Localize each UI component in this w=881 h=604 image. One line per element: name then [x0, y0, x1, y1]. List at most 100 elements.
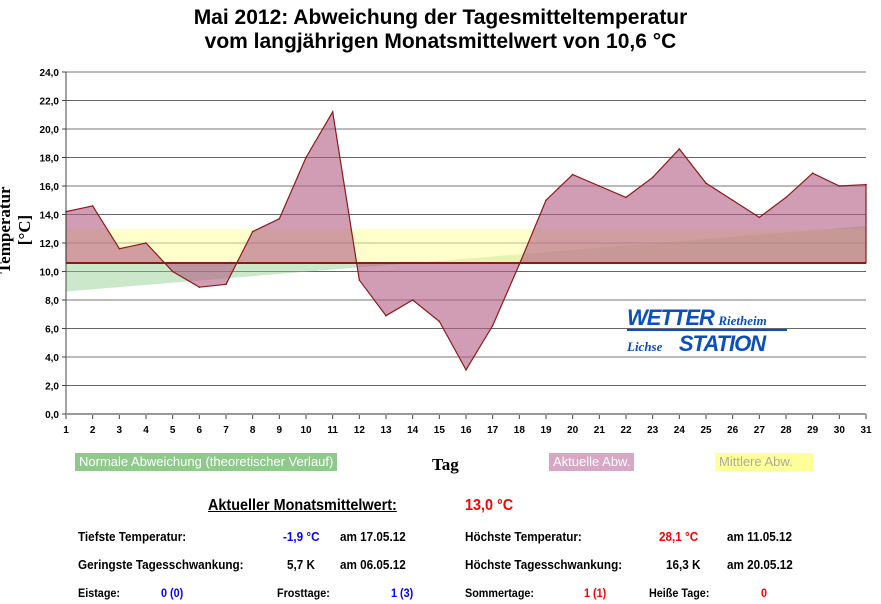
y-tick-label: 16,0 — [40, 182, 60, 193]
x-tick-label: 28 — [780, 425, 792, 436]
hot-days-label: Heiße Tage: — [649, 586, 710, 600]
data-point — [331, 111, 334, 113]
min-range-date: am 06.05.12 — [340, 557, 406, 572]
max-range-value: 16,3 K — [666, 557, 701, 572]
x-tick-label: 21 — [594, 425, 606, 436]
data-point — [438, 320, 441, 323]
data-point — [171, 270, 174, 273]
data-point — [865, 183, 867, 186]
x-tick-label: 4 — [143, 425, 149, 436]
x-tick-label: 10 — [300, 425, 312, 436]
max-range-label: Höchste Tagesschwankung: — [465, 557, 623, 572]
data-point — [385, 314, 387, 317]
logo-station: STATION — [678, 331, 766, 356]
data-point — [705, 182, 707, 184]
data-point — [731, 199, 734, 202]
x-tick-label: 26 — [727, 425, 739, 436]
x-tick-label: 23 — [647, 425, 659, 436]
min-temp-value: -1,9 °C — [283, 529, 320, 544]
x-axis-label: Tag — [432, 455, 459, 474]
y-tick-label: 12,0 — [40, 239, 60, 250]
logo-wetter: WETTER — [627, 305, 715, 330]
data-point — [411, 299, 414, 301]
x-tick-label: 27 — [754, 425, 766, 436]
data-point — [358, 279, 361, 281]
x-tick-label: 30 — [834, 425, 846, 436]
data-point — [838, 185, 841, 187]
x-tick-label: 22 — [620, 425, 632, 436]
x-tick-label: 7 — [223, 425, 229, 436]
frost-days-value: 1 (3) — [391, 586, 414, 600]
mean-value: 13,0 °C — [465, 497, 514, 514]
y-tick-label: 14,0 — [40, 211, 60, 222]
legend-normal: Normale Abweichung (theoretischer Verlau… — [75, 453, 338, 471]
x-tick-label: 15 — [434, 425, 446, 436]
data-point — [811, 172, 814, 174]
x-tick-label: 5 — [170, 425, 176, 436]
max-temp-value: 28,1 °C — [659, 529, 699, 544]
logo-lichse: Lichse — [627, 339, 663, 354]
y-axis-label: Temperatur [°C] — [0, 186, 34, 274]
data-point — [251, 230, 254, 233]
legend-mean: Mittlere Abw. — [715, 453, 813, 471]
hot-days-value: 0 — [761, 586, 768, 600]
summer-days-label: Sommertage: — [465, 586, 535, 600]
chart-title-line1: Mai 2012: Abweichung der Tagesmitteltemp… — [193, 6, 688, 29]
x-tick-label: 25 — [700, 425, 712, 436]
x-tick-label: 29 — [807, 425, 819, 436]
x-tick-label: 11 — [327, 425, 338, 436]
x-tick-label: 12 — [354, 425, 366, 436]
x-tick-label: 8 — [250, 425, 256, 436]
frost-days-label: Frosttage: — [277, 586, 330, 600]
x-tick-label: 31 — [860, 425, 872, 436]
chart-plot: 0,0 2,0 4,0 6,0 8,0 10,0 12,0 14,0 16,0 18,0 20,0 2… — [40, 68, 872, 436]
x-tick-label: 1 — [63, 425, 69, 436]
max-temp-label: Höchste Temperatur: — [465, 529, 582, 544]
y-tick-label: 10,0 — [40, 268, 60, 279]
min-range-label: Geringste Tagesschwankung: — [78, 557, 244, 572]
x-tick-label: 18 — [514, 425, 526, 436]
y-tick-label: 2,0 — [45, 382, 59, 393]
summer-days-value: 1 (1) — [584, 586, 607, 600]
data-point — [465, 369, 467, 371]
x-tick-label: 16 — [460, 425, 472, 436]
y-tick-label: 8,0 — [45, 296, 59, 307]
data-point — [758, 216, 761, 219]
x-tick-label: 24 — [674, 425, 686, 436]
x-tick-label: 19 — [540, 425, 552, 436]
data-point — [678, 148, 681, 150]
x-tick-label: 14 — [407, 425, 419, 436]
x-tick-label: 13 — [380, 425, 392, 436]
y-tick-label: 6,0 — [45, 325, 59, 336]
y-tick-label: 20,0 — [40, 125, 60, 136]
y-tick-label: 22,0 — [40, 97, 60, 108]
chart-title-line2: vom langjährigen Monatsmittelwert von 10… — [204, 30, 677, 53]
x-tick-label: 6 — [197, 425, 203, 436]
x-tick-label: 9 — [277, 425, 283, 436]
actual-deviation-area — [65, 110, 867, 372]
data-point — [571, 173, 574, 176]
x-tick-label: 2 — [90, 425, 96, 436]
max-temp-date: am 11.05.12 — [727, 529, 793, 544]
x-tick-label: 17 — [487, 425, 499, 436]
data-point — [305, 156, 307, 159]
data-point — [198, 286, 201, 288]
data-point — [651, 176, 654, 179]
data-point — [518, 263, 521, 266]
min-range-value: 5,7 K — [287, 557, 315, 572]
data-point — [491, 324, 494, 327]
data-point — [545, 199, 547, 202]
y-tick-label: 0,0 — [45, 410, 59, 421]
max-range-date: am 20.05.12 — [727, 557, 793, 572]
ice-days-label: Eistage: — [78, 586, 121, 600]
y-tick-label: 4,0 — [45, 353, 59, 364]
data-point — [598, 185, 601, 187]
y-tick-label: 18,0 — [40, 154, 60, 165]
data-point — [118, 247, 121, 250]
mean-label: Aktueller Monatsmittelwert: — [208, 497, 397, 514]
data-point — [785, 196, 787, 199]
data-point — [625, 196, 627, 199]
y-tick-label: 24,0 — [40, 68, 60, 79]
legend-actual: Aktuelle Abw. — [549, 453, 635, 471]
min-temp-date: am 17.05.12 — [340, 529, 406, 544]
